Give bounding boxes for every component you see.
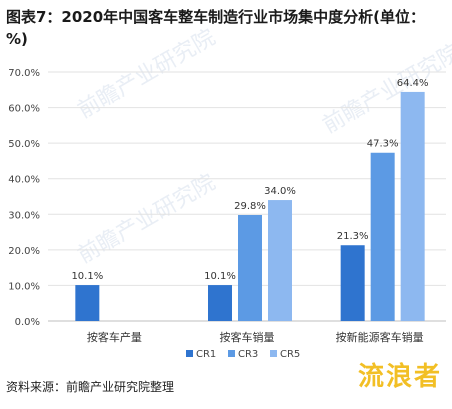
legend-label: CR5 (280, 349, 300, 360)
bar-cr1 (75, 285, 100, 321)
legend-swatch (186, 350, 193, 357)
data-label: 64.4% (397, 78, 429, 89)
data-label: 10.1% (204, 271, 236, 282)
watermark-text: 前瞻产业研究院 (74, 170, 220, 269)
chart-title: 图表7：2020年中国客车整车制造行业市场集中度分析(单位：%) (6, 8, 426, 48)
y-tick-label: 30.0% (8, 210, 40, 221)
y-tick-label: 70.0% (8, 68, 40, 79)
legend-label: CR3 (238, 349, 258, 360)
bar-cr3 (370, 152, 395, 321)
watermark-text: 前瞻产业研究院 (319, 40, 452, 139)
data-labels: 10.1% 10.1% 29.8% 34.0% 21.3% 47.3% 64.4% (71, 78, 428, 282)
bars (75, 91, 425, 321)
y-tick-label: 20.0% (8, 246, 40, 257)
corner-watermark: 流浪者 (357, 362, 442, 392)
data-label: 34.0% (264, 186, 296, 197)
data-label: 29.8% (234, 201, 266, 212)
x-tick-label: 按客车销量 (220, 330, 275, 344)
x-tick-label: 按客车产量 (87, 330, 142, 344)
legend-label: CR1 (196, 349, 216, 360)
watermark-text: 前瞻产业研究院 (74, 25, 220, 124)
x-tick-label: 按新能源客车销量 (336, 330, 424, 344)
bar-cr1 (340, 245, 365, 321)
y-axis-ticks: 0.0% 10.0% 20.0% 30.0% 40.0% 50.0% 60.0% 70.0% (8, 68, 40, 328)
bar-cr5 (400, 91, 425, 321)
legend-swatch (228, 350, 235, 357)
bar-cr3 (238, 214, 262, 321)
x-axis-ticks: 按客车产量 按客车销量 按新能源客车销量 (87, 330, 424, 344)
bar-cr5 (268, 200, 292, 321)
y-tick-label: 10.0% (8, 281, 40, 292)
y-tick-label: 40.0% (8, 175, 40, 186)
legend: CR1 CR3 CR5 (186, 349, 300, 360)
data-label: 47.3% (367, 139, 399, 150)
y-tick-label: 50.0% (8, 139, 40, 150)
data-label: 10.1% (71, 271, 103, 282)
legend-swatch (270, 350, 277, 357)
y-tick-label: 0.0% (15, 317, 40, 328)
bar-cr1 (208, 285, 232, 321)
data-label: 21.3% (337, 231, 369, 242)
source-note: 资料来源：前瞻产业研究院整理 (6, 380, 175, 394)
y-tick-label: 60.0% (8, 104, 40, 115)
